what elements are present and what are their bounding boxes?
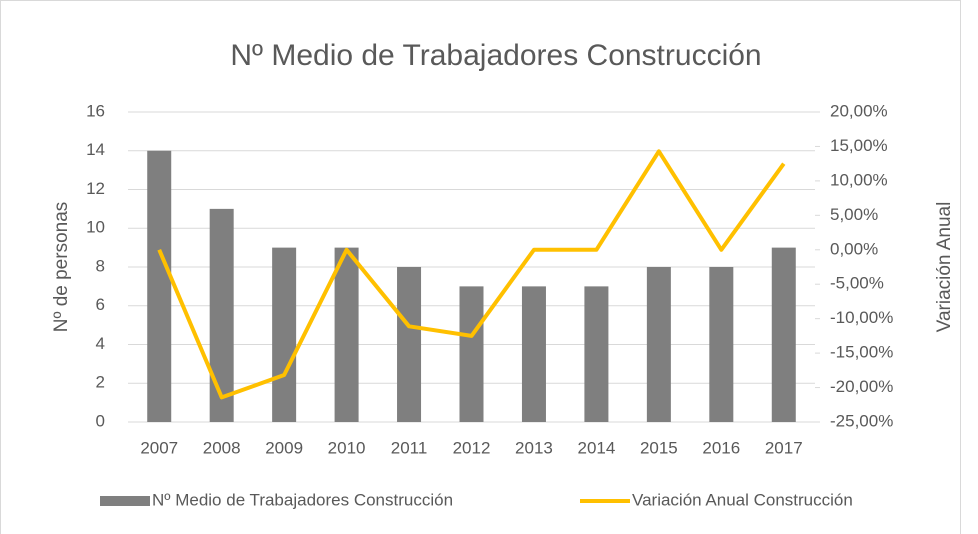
bar [147,150,172,422]
x-tick-label: 2017 [765,438,803,457]
legend-label: Variación Anual Construcción [632,490,853,509]
bar [584,286,609,422]
x-tick-label: 2008 [203,438,241,457]
legend-label: Nº Medio de Trabajadores Construcción [152,490,453,509]
y-tick-label: 10 [86,218,105,237]
y2-tick-label: 15,00% [830,136,888,155]
y-tick-label: 12 [86,179,105,198]
bar [709,267,734,422]
x-tick-label: 2013 [515,438,553,457]
bar [334,247,359,422]
y-tick-label: 2 [96,373,105,392]
y-tick-label: 6 [96,295,105,314]
y-tick-label: 8 [96,256,105,275]
y-tick-label: 0 [96,411,105,430]
y2-axis-title: Variación Anual [934,202,955,333]
bar [771,247,796,422]
y2-tick-label: 20,00% [830,101,888,120]
x-tick-label: 2014 [577,438,615,457]
legend-swatch [100,496,150,506]
bar [209,208,234,422]
bar [521,286,546,422]
x-tick-label: 2016 [702,438,740,457]
y2-tick-label: -15,00% [830,343,893,362]
x-tick-label: 2015 [640,438,678,457]
y2-tick-label: -20,00% [830,377,893,396]
x-tick-label: 2009 [265,438,303,457]
bar [646,267,671,422]
y2-tick-label: 0,00% [830,239,878,258]
x-tick-label: 2012 [453,438,491,457]
y-axis-title: Nº de personas [51,202,72,333]
y2-tick-label: -10,00% [830,308,893,327]
chart-title: Nº Medio de Trabajadores Construcción [230,39,761,72]
y-tick-label: 14 [86,140,105,159]
bar [459,286,484,422]
y-tick-label: 16 [86,101,105,120]
x-tick-label: 2011 [391,438,428,457]
y2-tick-label: 10,00% [830,170,888,189]
bar [397,267,422,422]
y2-tick-label: -25,00% [830,411,893,430]
y2-tick-label: -5,00% [830,274,884,293]
bar [272,247,297,422]
x-tick-label: 2007 [140,438,178,457]
y-tick-label: 4 [96,334,105,353]
y2-tick-label: 5,00% [830,205,878,224]
line [157,149,786,400]
x-tick-label: 2010 [328,438,366,457]
